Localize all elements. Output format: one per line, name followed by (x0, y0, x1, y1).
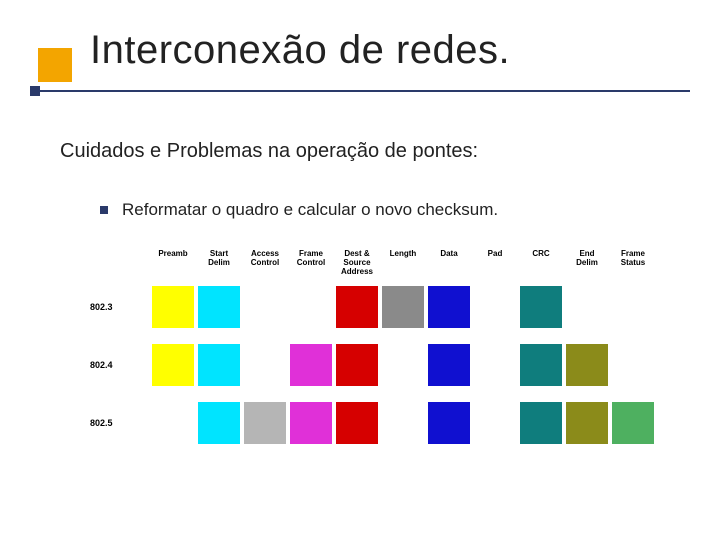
frame-cell (198, 402, 240, 444)
frame-cell (520, 402, 562, 444)
frame-row-8025: 802.5 (90, 402, 650, 444)
frame-cell (244, 402, 286, 444)
col-head: End Delim (566, 250, 608, 276)
frame-cell (566, 402, 608, 444)
frame-cell (520, 344, 562, 386)
subtitle: Cuidados e Problemas na operação de pont… (60, 140, 478, 163)
frame-cell (336, 286, 378, 328)
frame-cell (428, 344, 470, 386)
accent-square (38, 48, 72, 82)
frame-cell (612, 286, 654, 328)
frame-cell (474, 402, 516, 444)
col-head: Data (428, 250, 470, 276)
column-headers: Preamb Start Delim Access Control Frame … (90, 250, 650, 276)
frame-cell (474, 286, 516, 328)
frame-cell (152, 402, 194, 444)
title-underline (30, 90, 690, 92)
title-area: Interconexão de redes. (0, 30, 720, 120)
frame-cell (290, 286, 332, 328)
frame-cell (244, 344, 286, 386)
frame-cell (198, 286, 240, 328)
frame-cell (152, 286, 194, 328)
frame-cell (612, 402, 654, 444)
square-bullet-icon (100, 206, 108, 214)
col-head: Access Control (244, 250, 286, 276)
frame-cell (382, 286, 424, 328)
row-label: 802.3 (90, 302, 148, 312)
frame-format-diagram: Preamb Start Delim Access Control Frame … (90, 250, 650, 460)
bullet-row: Reformatar o quadro e calcular o novo ch… (100, 200, 498, 220)
col-head: Dest & Source Address (336, 250, 378, 276)
frame-cell (428, 286, 470, 328)
frame-row-8024: 802.4 (90, 344, 650, 386)
col-head: Pad (474, 250, 516, 276)
frame-cell (566, 344, 608, 386)
frame-cell (152, 344, 194, 386)
frame-cell (290, 344, 332, 386)
frame-cell (428, 402, 470, 444)
frame-cell (336, 344, 378, 386)
row-label: 802.4 (90, 360, 148, 370)
frame-cell (612, 344, 654, 386)
col-head: Start Delim (198, 250, 240, 276)
frame-cell (520, 286, 562, 328)
frame-row-8023: 802.3 (90, 286, 650, 328)
slide: Interconexão de redes. Cuidados e Proble… (0, 0, 720, 540)
col-head: Frame Control (290, 250, 332, 276)
col-head: Frame Status (612, 250, 654, 276)
header-spacer (90, 250, 148, 276)
frame-cell (336, 402, 378, 444)
page-title: Interconexão de redes. (90, 28, 510, 73)
frame-cell (290, 402, 332, 444)
frame-cell (198, 344, 240, 386)
frame-cell (382, 344, 424, 386)
frame-cell (566, 286, 608, 328)
col-head: CRC (520, 250, 562, 276)
frame-cell (244, 286, 286, 328)
col-head: Length (382, 250, 424, 276)
bullet-text: Reformatar o quadro e calcular o novo ch… (122, 200, 498, 220)
frame-cell (474, 344, 516, 386)
col-head: Preamb (152, 250, 194, 276)
frame-cell (382, 402, 424, 444)
row-label: 802.5 (90, 418, 148, 428)
